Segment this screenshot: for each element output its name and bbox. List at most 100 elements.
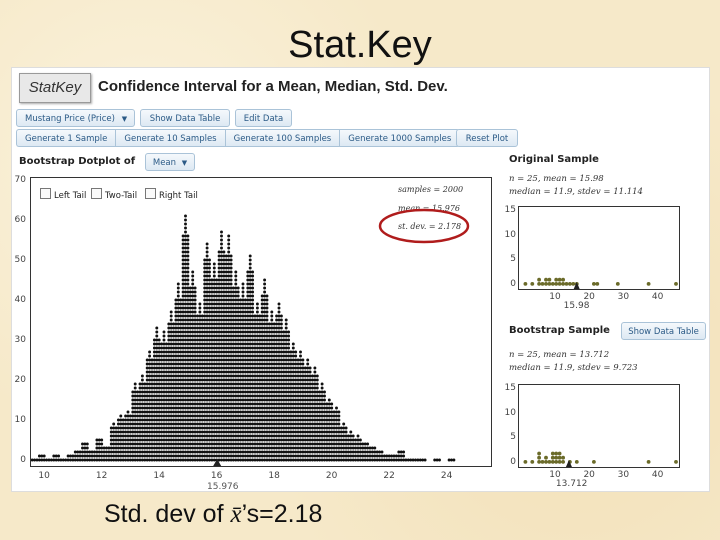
dotplot-point <box>313 382 317 386</box>
dotplot-point <box>131 426 135 430</box>
dotplot-point <box>248 298 252 302</box>
dotplot-point <box>157 354 161 358</box>
dotplot-point <box>344 442 348 446</box>
dotplot-point <box>255 438 259 442</box>
dotplot-point <box>155 350 159 354</box>
dotplot-point <box>140 394 144 398</box>
dotplot-point <box>224 310 228 314</box>
dotplot-point <box>227 390 231 394</box>
dotplot-point <box>267 338 271 342</box>
reset-plot-button[interactable]: Reset Plot <box>456 129 518 147</box>
sample-point <box>523 460 528 464</box>
dotplot-point <box>294 458 298 462</box>
dataset-select[interactable]: Mustang Price (Price) ▼ <box>16 109 135 127</box>
dotplot-point <box>241 366 245 370</box>
dotplot-point <box>227 366 231 370</box>
dotplot-point <box>95 446 99 450</box>
dotplot-point <box>179 350 183 354</box>
edit-data-button[interactable]: Edit Data <box>235 109 292 127</box>
dotplot-point <box>258 422 262 426</box>
statistic-select[interactable]: Mean ▼ <box>145 153 195 171</box>
dotplot-point <box>143 422 147 426</box>
dotplot-point <box>306 370 310 374</box>
dotplot-point <box>224 274 228 278</box>
dotplot-point <box>291 426 295 430</box>
dotplot-point <box>222 330 226 334</box>
dotplot-point <box>212 282 216 286</box>
dotplot-point <box>323 414 326 418</box>
dotplot-point <box>263 446 267 450</box>
right-tail-option[interactable]: Right Tail <box>145 188 198 201</box>
dotplot-point <box>287 330 291 334</box>
dotplot-point <box>260 454 264 458</box>
dotplot-point <box>176 410 180 414</box>
dotplot-point <box>243 390 247 394</box>
dotplot-point <box>136 422 140 426</box>
bootstrap-dotplot[interactable] <box>30 177 492 467</box>
dotplot-point <box>265 458 269 462</box>
generate-1000-button[interactable]: Generate 1000 Samples <box>339 129 461 147</box>
generate-10-button[interactable]: Generate 10 Samples <box>115 129 225 147</box>
dotplot-point <box>186 378 190 382</box>
dotplot-point <box>246 346 250 350</box>
dotplot-point <box>282 394 286 398</box>
statkey-logo[interactable]: StatKey <box>19 73 91 103</box>
left-tail-checkbox[interactable] <box>40 188 51 199</box>
dotplot-point <box>339 446 343 450</box>
dotplot-point <box>200 414 204 418</box>
dotplot-point <box>227 254 231 258</box>
dotplot-point <box>231 398 235 402</box>
dotplot-point <box>212 286 216 290</box>
dotplot-point <box>303 406 307 410</box>
dotplot-point <box>148 366 152 370</box>
dotplot-point <box>193 438 197 442</box>
dotplot-point <box>234 378 238 382</box>
generate-100-button[interactable]: Generate 100 Samples <box>224 129 340 147</box>
dotplot-point <box>313 406 317 410</box>
dotplot-point <box>133 426 137 430</box>
dotplot-point <box>282 338 286 342</box>
dotplot-point <box>186 374 190 378</box>
dotplot-point <box>131 446 135 450</box>
dotplot-point <box>344 426 348 430</box>
dotplot-point <box>265 446 269 450</box>
dotplot-point <box>169 410 173 414</box>
dotplot-point <box>289 434 293 438</box>
dotplot-point <box>181 382 185 386</box>
generate-1-button[interactable]: Generate 1 Sample <box>16 129 116 147</box>
dotplot-point <box>402 454 406 458</box>
two-tail-option[interactable]: Two-Tail <box>91 188 137 201</box>
left-tail-option[interactable]: Left Tail <box>40 188 86 201</box>
bootstrap-show-data-table-button[interactable]: Show Data Table <box>621 322 706 340</box>
dotplot-point <box>200 422 204 426</box>
dotplot-point <box>258 330 262 334</box>
right-tail-checkbox[interactable] <box>145 188 156 199</box>
dotplot-point <box>102 454 106 458</box>
dotplot-point <box>45 458 49 462</box>
dotplot-point <box>315 406 319 410</box>
dotplot-point <box>208 446 211 450</box>
dotplot-point <box>155 338 159 342</box>
dotplot-point <box>289 422 293 426</box>
dotplot-point <box>241 358 245 362</box>
dotplot-point <box>294 438 298 442</box>
dotplot-point <box>282 402 286 406</box>
dotplot-point <box>200 326 204 330</box>
dotplot-point <box>246 374 250 378</box>
dotplot-point <box>200 342 204 346</box>
dotplot-point <box>248 282 252 286</box>
dotplot-point <box>220 330 223 334</box>
dotplot-point <box>208 378 211 382</box>
dotplot-point <box>145 426 149 430</box>
dotplot-point <box>231 294 235 298</box>
dotplot-point <box>313 438 317 442</box>
dotplot-point <box>188 402 192 406</box>
dotplot-point <box>140 446 144 450</box>
two-tail-checkbox[interactable] <box>91 188 102 199</box>
dotplot-point <box>253 322 257 326</box>
dotplot-point <box>229 254 233 258</box>
dotplot-point <box>176 310 180 314</box>
show-data-table-button[interactable]: Show Data Table <box>140 109 230 127</box>
dotplot-point <box>169 346 173 350</box>
dotplot-point <box>155 414 159 418</box>
